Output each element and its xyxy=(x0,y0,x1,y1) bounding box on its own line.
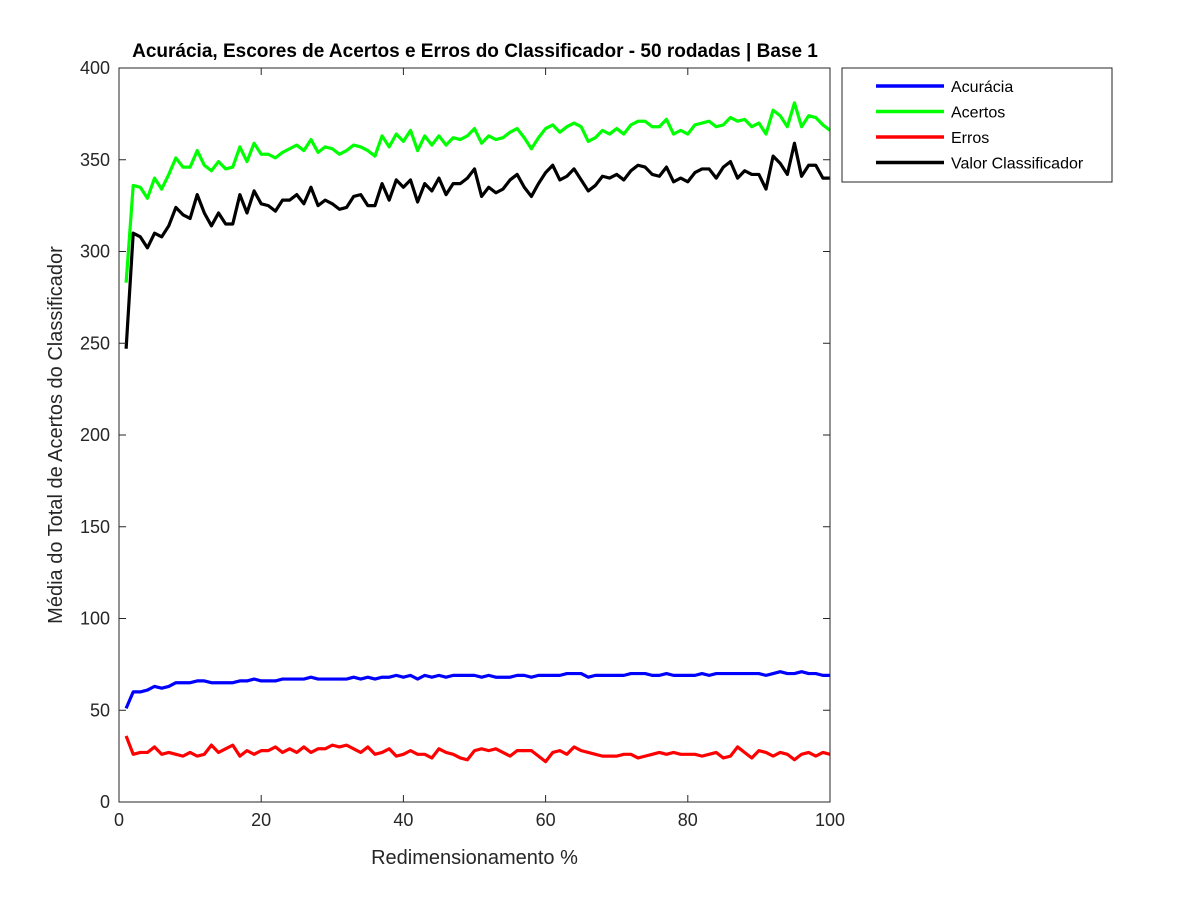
series-layer xyxy=(124,101,831,764)
y-tick-label-300: 300 xyxy=(80,242,110,262)
y-tick-label-100: 100 xyxy=(80,609,110,629)
chart-title: Acurácia, Escores de Acertos e Erros do … xyxy=(132,41,818,62)
y-tick-label-50: 50 xyxy=(90,700,110,720)
legend-label-acur-cia: Acurácia xyxy=(951,79,1013,96)
x-axis-label: Redimensionamento % xyxy=(371,847,578,869)
y-tick-label-250: 250 xyxy=(80,333,110,353)
legend-label-valor-classificador: Valor Classificador xyxy=(951,156,1084,173)
y-tick-label-350: 350 xyxy=(80,150,110,170)
y-tick-label-200: 200 xyxy=(80,425,110,445)
x-tick-label-0: 0 xyxy=(114,810,124,830)
legend-label-erros: Erros xyxy=(951,130,989,147)
x-tick-label-20: 20 xyxy=(251,810,271,830)
x-tick-label-100: 100 xyxy=(815,810,845,830)
y-tick-label-0: 0 xyxy=(100,792,110,812)
plot-area xyxy=(119,68,830,802)
x-tick-label-40: 40 xyxy=(393,810,413,830)
y-tick-label-150: 150 xyxy=(80,517,110,537)
legend-label-acertos: Acertos xyxy=(951,105,1005,122)
axis-ticks: 0 20 40 60 80 100 0 50 100 150 200 250 300 350 400 xyxy=(80,58,845,830)
legend: Acurácia Acertos Erros Valor Classificador xyxy=(841,67,1113,183)
y-tick-label-400: 400 xyxy=(80,58,110,78)
y-axis-label: Média do Total de Acertos do Classificad… xyxy=(45,246,67,624)
series-line-acur-cia xyxy=(124,670,830,710)
x-tick-label-60: 60 xyxy=(536,810,556,830)
series-line-erros xyxy=(124,735,831,764)
x-tick-label-80: 80 xyxy=(678,810,698,830)
series-line-valor-classificador xyxy=(124,141,830,349)
series-line-acertos xyxy=(124,101,831,283)
